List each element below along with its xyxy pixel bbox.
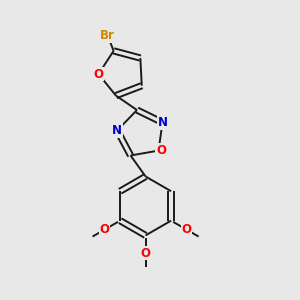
Text: O: O <box>182 223 191 236</box>
Text: N: N <box>158 116 167 129</box>
Text: O: O <box>156 144 166 157</box>
Text: N: N <box>112 124 122 137</box>
Text: O: O <box>94 68 103 81</box>
Text: O: O <box>141 247 151 260</box>
Text: O: O <box>100 223 110 236</box>
Text: Br: Br <box>100 29 115 42</box>
